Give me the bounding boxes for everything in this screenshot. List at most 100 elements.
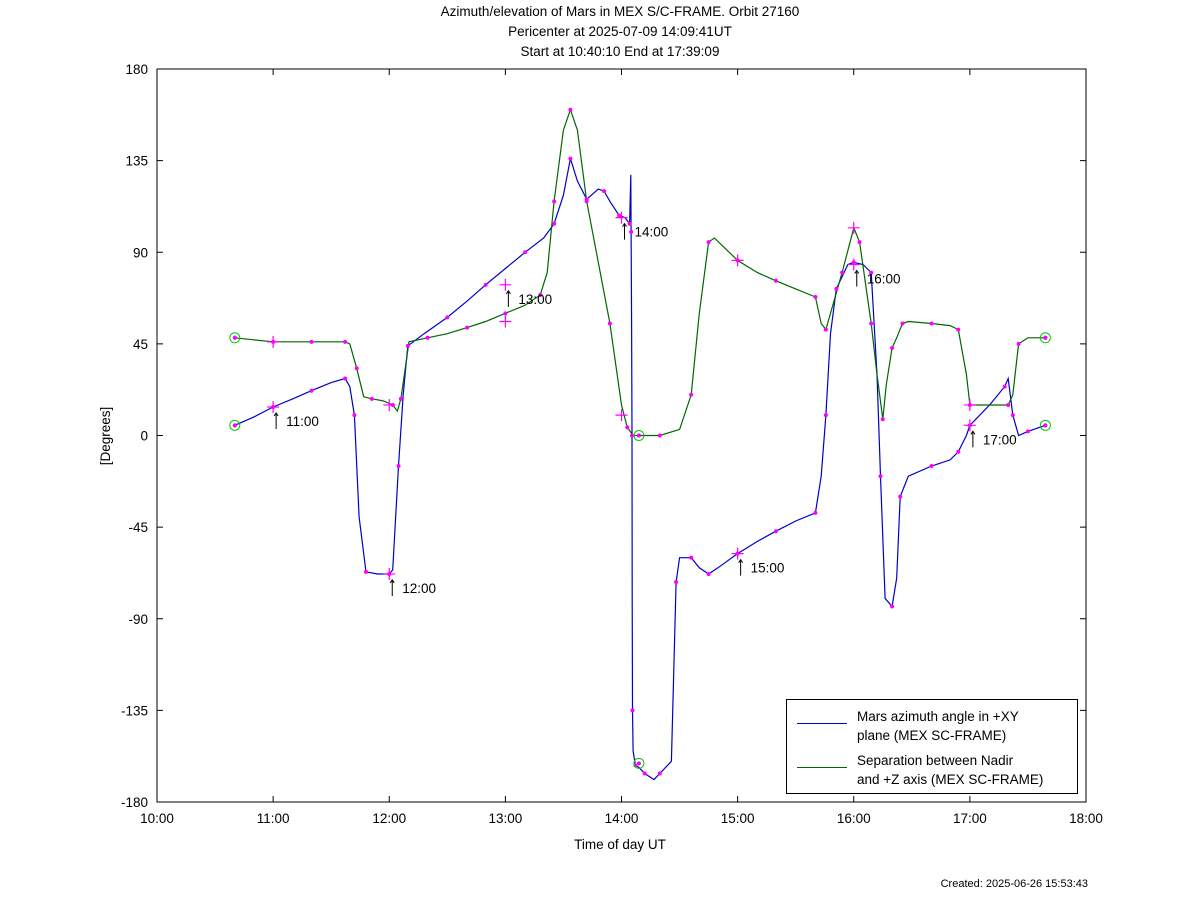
separation-data-point	[538, 293, 543, 298]
azimuth-data-point	[627, 221, 632, 226]
x-tick-label: 15:00	[721, 811, 755, 826]
azimuth-data-point	[523, 250, 528, 255]
azimuth-data-point	[568, 156, 573, 161]
y-tick-label: 45	[133, 337, 148, 352]
azimuth-data-point	[823, 413, 828, 418]
azimuth-data-point	[1002, 384, 1007, 389]
azimuth-data-point	[929, 464, 934, 469]
y-tick-label: 135	[125, 154, 148, 169]
hour-label: 15:00	[751, 561, 785, 576]
separation-data-point	[956, 327, 961, 332]
hour-arrow	[854, 269, 860, 287]
endpoint-dot	[1043, 423, 1048, 428]
azimuth-data-point	[483, 282, 488, 287]
hour-arrow	[622, 222, 627, 240]
separation-data-point	[343, 339, 348, 344]
separation-data-point	[689, 392, 694, 397]
separation-data-point	[880, 417, 885, 422]
y-tick-label: 0	[140, 429, 148, 444]
endpoint-dot	[1043, 335, 1048, 340]
azimuth-data-point	[689, 555, 694, 560]
separation-data-point	[309, 339, 314, 344]
azimuth-data-point	[602, 189, 607, 194]
separation-data-point	[465, 325, 470, 330]
separation-data-point	[584, 199, 589, 204]
separation-data-point	[929, 321, 934, 326]
separation-data-point	[706, 240, 711, 245]
azimuth-data-point	[1025, 429, 1030, 434]
azimuth-data-point	[630, 708, 635, 713]
azimuth-data-point	[956, 449, 961, 454]
hour-plus-marker	[383, 567, 396, 580]
y-tick-label: 90	[133, 245, 148, 260]
series-azimuth-line	[234, 158, 1046, 781]
hour-plus-marker	[731, 547, 744, 560]
separation-data-point	[369, 396, 374, 401]
separation-data-point	[1016, 341, 1021, 346]
chart-title: Azimuth/elevation of Mars in MEX S/C-FRA…	[440, 4, 800, 19]
x-tick-label: 14:00	[605, 811, 639, 826]
azimuth-data-point	[396, 464, 401, 469]
plot-frame	[156, 68, 1087, 803]
hour-arrow	[738, 558, 744, 576]
legend-item-azimuth: Mars azimuth angle in +XY plane (MEX SC-…	[787, 704, 1077, 748]
hour-plus-marker	[499, 278, 512, 291]
separation-data-point	[1006, 402, 1011, 407]
x-tick-label: 10:00	[140, 811, 174, 826]
hour-plus-marker	[615, 409, 628, 422]
x-axis-label: Time of day UT	[574, 837, 666, 852]
separation-data-point	[890, 345, 895, 350]
hour-arrow	[505, 289, 511, 307]
separation-data-point	[813, 295, 818, 300]
azimuth-data-point	[343, 376, 348, 381]
azimuth-data-point	[364, 569, 369, 574]
hour-label: 14:00	[635, 225, 669, 240]
hour-plus-marker	[383, 398, 396, 411]
azimuth-data-point	[617, 213, 622, 218]
series-layer	[234, 107, 1046, 781]
hour-label: 16:00	[867, 271, 901, 286]
azimuth-data-point	[445, 315, 450, 320]
hour-arrow	[389, 579, 395, 596]
y-tick-label: -45	[128, 520, 148, 535]
azimuth-data-point	[890, 604, 895, 609]
x-tick-label: 16:00	[837, 811, 871, 826]
endpoint-dot	[232, 335, 237, 340]
endpoint-circle-marker	[633, 757, 645, 769]
separation-data-point	[823, 327, 828, 332]
hour-arrow	[273, 412, 279, 429]
separation-data-point	[607, 321, 612, 326]
legend-label-azimuth-line1: Mars azimuth angle in +XY	[857, 709, 1019, 724]
separation-data-point	[552, 199, 557, 204]
azimuth-data-point	[552, 221, 557, 226]
x-tick-label: 12:00	[372, 811, 406, 826]
separation-data-point	[625, 425, 630, 430]
hour-label: 13:00	[518, 292, 552, 307]
azimuth-data-point	[309, 388, 314, 393]
legend-label-separation-line1: Separation between Nadir	[857, 753, 1014, 768]
azimuth-data-point	[629, 229, 634, 234]
separation-data-point	[398, 396, 403, 401]
hour-label: 11:00	[286, 414, 319, 429]
azimuth-data-point	[629, 433, 634, 438]
endpoint-dot	[232, 423, 237, 428]
separation-data-point	[568, 107, 573, 112]
endpoint-dot	[636, 433, 641, 438]
azimuth-data-point	[642, 771, 647, 776]
x-tick-label: 17:00	[953, 811, 987, 826]
hour-plus-marker	[499, 315, 512, 328]
endpoint-circle-marker	[633, 430, 645, 441]
hour-plus-marker	[963, 398, 976, 411]
hour-label: 12:00	[402, 581, 436, 596]
hour-label: 17:00	[983, 432, 1017, 447]
chart-legend: Mars azimuth angle in +XY plane (MEX SC-…	[786, 699, 1078, 794]
x-tick-label: 11:00	[257, 811, 290, 826]
x-tick-label: 13:00	[488, 811, 522, 826]
y-axis-label: [Degrees]	[98, 407, 113, 466]
hour-plus-marker	[847, 258, 860, 271]
endpoint-circle-marker	[229, 419, 241, 431]
chart-subtitle-pericenter: Pericenter at 2025-07-09 14:09:41UT	[508, 24, 732, 39]
hour-plus-marker	[615, 211, 628, 224]
y-tick-label: -90	[128, 612, 148, 627]
